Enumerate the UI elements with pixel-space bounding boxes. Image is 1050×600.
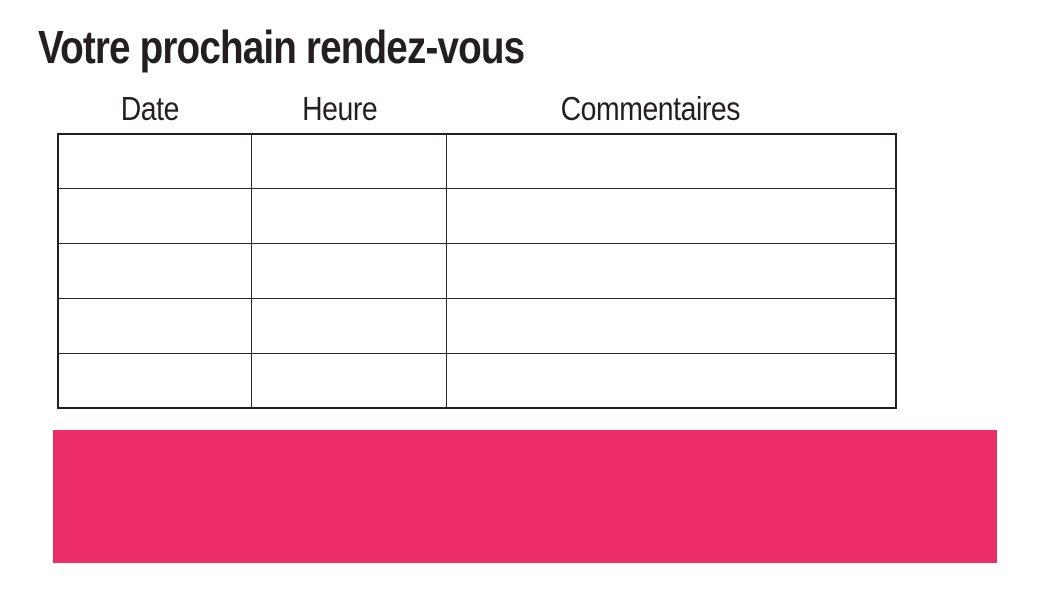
table-cell-date bbox=[57, 352, 252, 409]
table-cell-heure bbox=[250, 243, 447, 299]
table-cell-heure bbox=[250, 133, 447, 190]
column-header-heure-label: Heure bbox=[301, 90, 378, 127]
pink-highlight-bar bbox=[53, 430, 997, 563]
table-cell-commentaires bbox=[445, 188, 897, 245]
table-cell-heure bbox=[250, 297, 447, 354]
table-cell-commentaires bbox=[445, 133, 897, 190]
table-cell-commentaires bbox=[445, 352, 897, 409]
table-cell-commentaires bbox=[445, 297, 897, 354]
column-header-commentaires: Commentaires bbox=[425, 90, 875, 127]
page-title: Votre prochain rendez-vous bbox=[38, 21, 525, 73]
table-cell-heure bbox=[250, 352, 447, 409]
table-row bbox=[57, 352, 897, 409]
appointments-table bbox=[57, 133, 897, 409]
table-cell-date bbox=[57, 243, 252, 299]
column-header-commentaires-label: Commentaires bbox=[560, 90, 740, 127]
column-header-heure: Heure bbox=[242, 90, 437, 127]
table-row bbox=[57, 188, 897, 245]
table-cell-date bbox=[57, 188, 252, 245]
table-cell-heure bbox=[250, 188, 447, 245]
column-header-date-label: Date bbox=[120, 90, 179, 127]
table-row bbox=[57, 243, 897, 299]
table-cell-date bbox=[57, 297, 252, 354]
table-cell-date bbox=[57, 133, 252, 190]
table-cell-commentaires bbox=[445, 243, 897, 299]
column-header-date: Date bbox=[53, 90, 246, 127]
table-row bbox=[57, 297, 897, 354]
table-row bbox=[57, 133, 897, 190]
appointments-table-body bbox=[57, 133, 897, 409]
